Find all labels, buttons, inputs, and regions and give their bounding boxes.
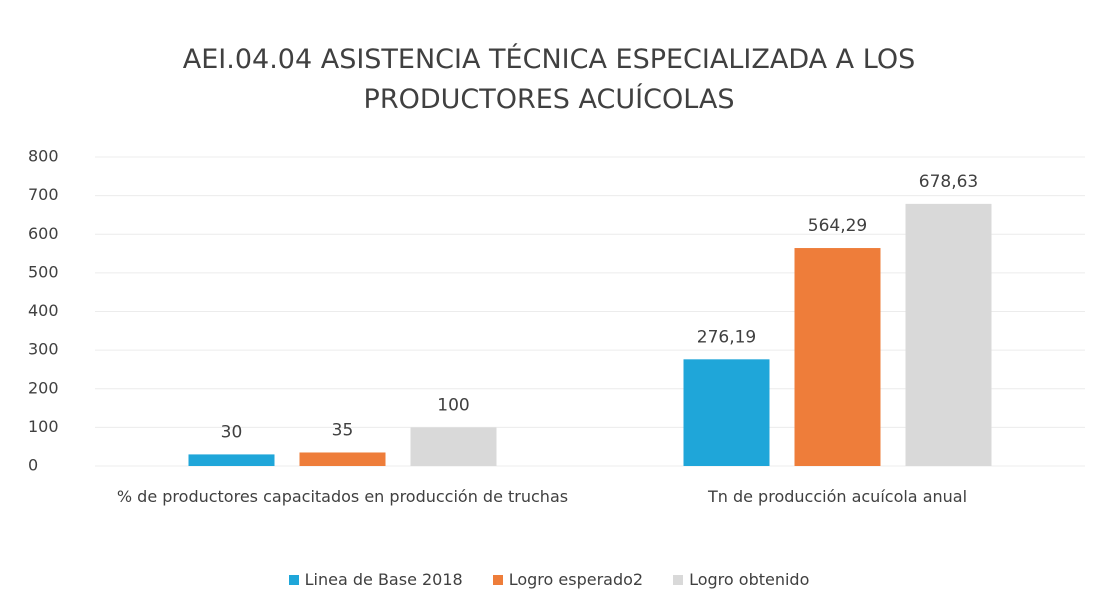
y-tick-label: 500 <box>28 262 59 281</box>
y-tick-label: 200 <box>28 378 59 397</box>
bar <box>905 203 992 467</box>
bar <box>683 359 770 466</box>
x-tick-label: Tn de producción acuícola anual <box>707 487 968 506</box>
legend-swatch <box>288 575 299 585</box>
y-tick-label: 0 <box>28 456 38 475</box>
bar <box>299 452 386 466</box>
y-tick-label: 800 <box>28 147 59 166</box>
x-tick-label: % de productores capacitados en producci… <box>116 487 569 506</box>
y-tick-label: 700 <box>28 185 59 204</box>
data-label: 100 <box>437 395 469 415</box>
legend-item: Logro obtenido <box>673 570 809 589</box>
y-tick-label: 300 <box>28 340 59 359</box>
bar <box>188 454 275 466</box>
y-tick-label: 100 <box>28 417 59 436</box>
data-label: 564,29 <box>808 216 867 236</box>
legend-item: Linea de Base 2018 <box>288 570 463 589</box>
legend-label: Logro obtenido <box>689 570 810 589</box>
y-tick-label: 400 <box>28 301 59 320</box>
legend-label: Linea de Base 2018 <box>304 570 463 589</box>
legend: Linea de Base 2018 Logro esperado2 Logro o… <box>0 570 1098 589</box>
legend-swatch <box>673 575 684 585</box>
legend-item: Logro esperado2 <box>492 570 644 589</box>
bar <box>794 248 881 466</box>
data-label: 30 <box>221 422 243 442</box>
legend-label: Logro esperado2 <box>508 570 644 589</box>
y-tick-label: 600 <box>28 224 59 243</box>
data-label: 678,63 <box>919 172 978 192</box>
data-label: 276,19 <box>697 327 756 347</box>
data-label: 35 <box>332 420 354 440</box>
bar <box>410 427 497 466</box>
legend-swatch <box>492 575 503 585</box>
chart-title: AEI.04.04 ASISTENCIA TÉCNICA ESPECIALIZA… <box>182 44 916 115</box>
